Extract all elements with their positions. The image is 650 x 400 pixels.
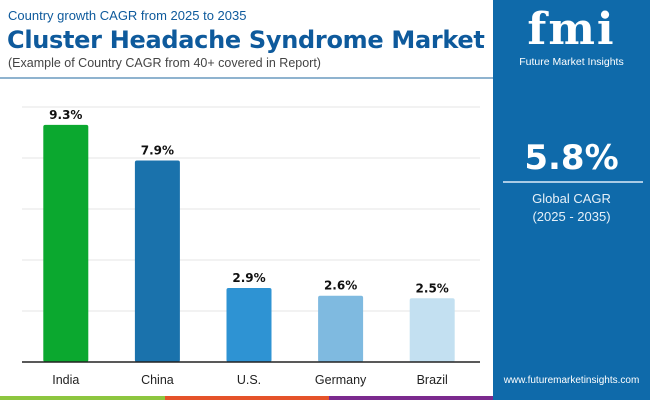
data-label: 2.5%	[416, 281, 449, 295]
panel-divider	[503, 181, 643, 183]
footer-stripe-green	[0, 396, 165, 400]
global-cagr-value: 5.8%	[524, 138, 619, 178]
chart-subtitle: Country growth CAGR from 2025 to 2035	[8, 8, 247, 23]
bar-us	[226, 288, 272, 362]
global-cagr-period: (2025 - 2035)	[532, 209, 611, 224]
data-label: 7.9%	[141, 144, 174, 158]
x-tick-label: China	[141, 373, 174, 387]
logo-name: Future Market Insights	[519, 56, 624, 68]
footer-stripe-purple	[329, 396, 493, 400]
website-link[interactable]: www.futuremarketinsights.com	[503, 375, 640, 386]
chart-title: Cluster Headache Syndrome Market	[7, 26, 485, 54]
bar-china	[134, 160, 180, 362]
footer-stripe-orange	[165, 396, 329, 400]
chart-note: (Example of Country CAGR from 40+ covere…	[8, 56, 321, 70]
x-tick-label: U.S.	[237, 373, 261, 387]
data-label: 2.6%	[324, 279, 357, 293]
fmi-logo: fmi Future Market Insights	[493, 4, 650, 68]
x-tick-label: Germany	[315, 373, 367, 387]
data-label: 9.3%	[49, 108, 82, 122]
side-panel: fmi Future Market Insights 5.8% Global C…	[493, 0, 650, 400]
bar-chart: 9.3% India 7.9% China 2.9% U.S. 2.6% Germany 2.5…	[22, 106, 480, 387]
global-cagr-label: Global CAGR	[532, 191, 611, 206]
bar-brazil	[409, 298, 455, 362]
logo-mark: fmi	[527, 4, 616, 55]
bar-india	[43, 124, 89, 362]
header-divider	[0, 77, 493, 79]
bar-germany	[318, 295, 364, 362]
data-label: 2.9%	[232, 271, 265, 285]
x-tick-label: India	[52, 373, 79, 387]
x-tick-label: Brazil	[417, 373, 448, 387]
